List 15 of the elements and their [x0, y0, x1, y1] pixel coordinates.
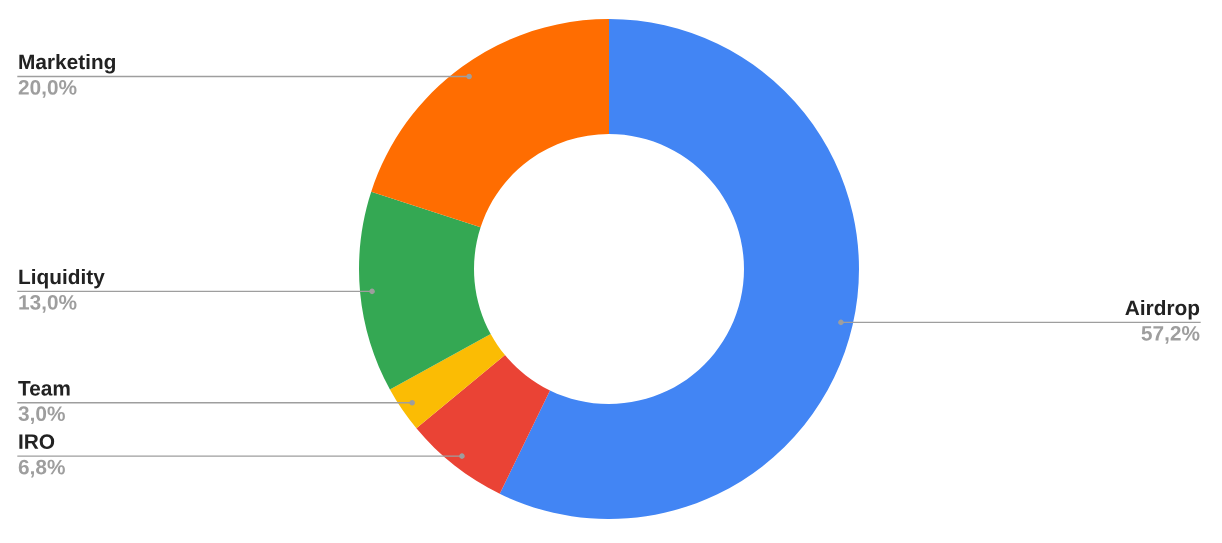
donut-slice	[371, 19, 609, 228]
data-label: 13,0%	[19, 294, 77, 313]
data-label: 3,0%	[18, 406, 65, 425]
data-label: 57,2%	[1141, 325, 1200, 344]
slice-label: Airdrop	[1125, 299, 1200, 320]
slice-label: Marketing	[19, 53, 115, 74]
slice-label: Team	[18, 381, 70, 396]
donut-slice	[359, 191, 491, 390]
donut-slice	[416, 355, 550, 494]
data-label: 20,0%	[18, 80, 77, 98]
slice-label: Liquidity	[19, 268, 105, 289]
data-label: 6,8%	[18, 459, 65, 478]
slice-label: IRO	[19, 434, 55, 450]
donut-slice	[389, 334, 505, 429]
donut-slice	[499, 19, 859, 519]
